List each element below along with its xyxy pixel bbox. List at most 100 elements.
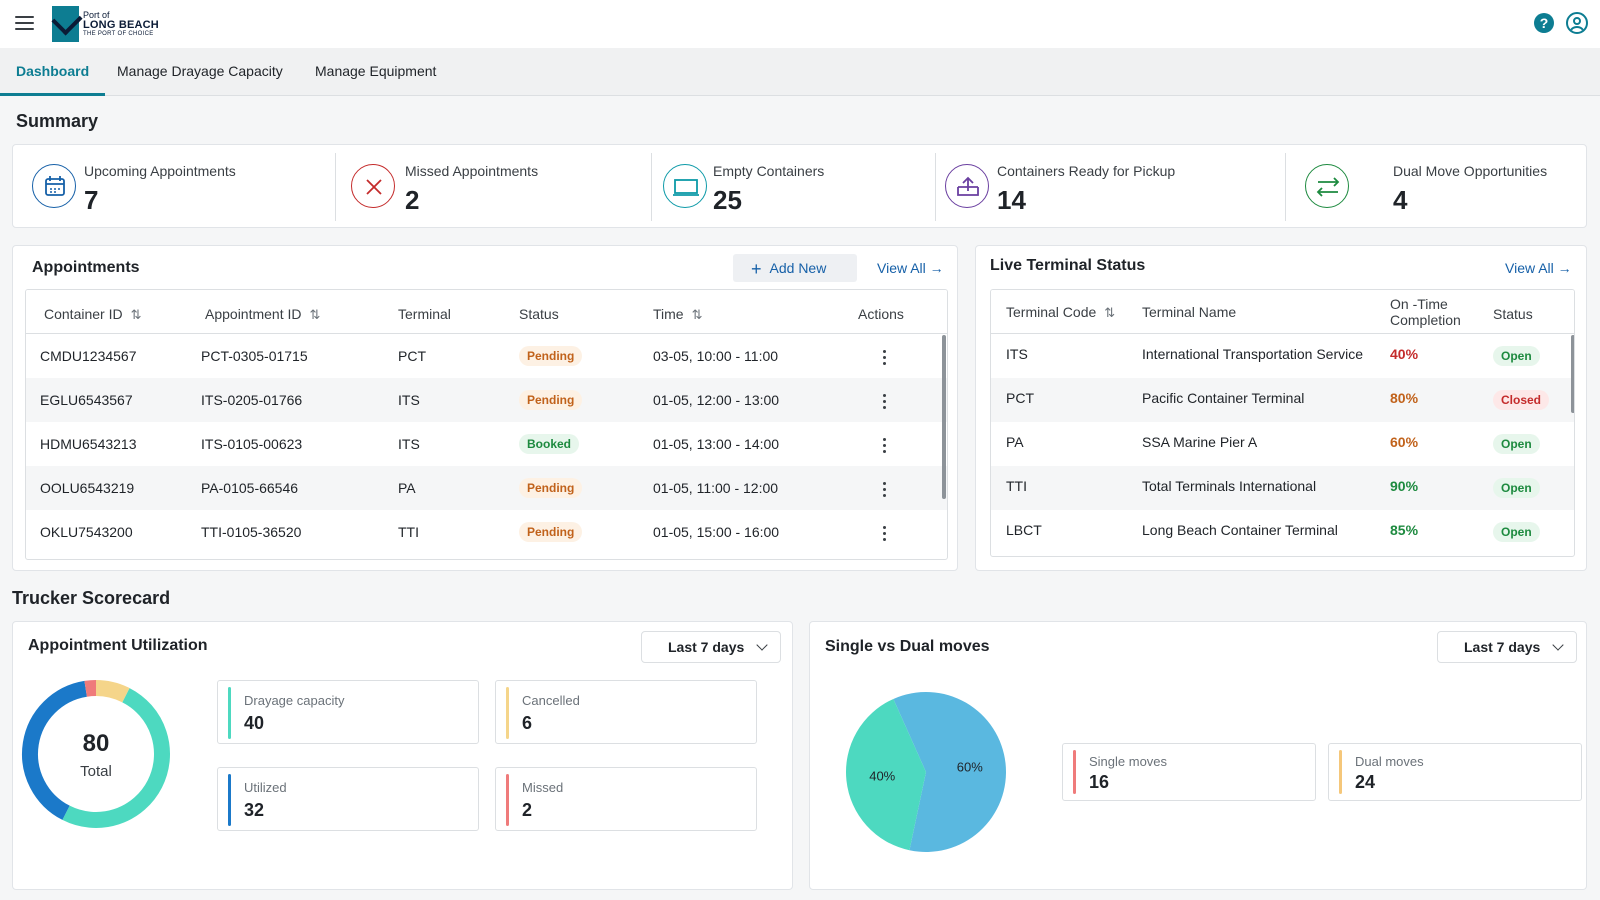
table-scrollbar[interactable]: [942, 335, 946, 499]
cell-container-id: OOLU6543219: [40, 480, 135, 496]
nav-tabs: Dashboard Manage Drayage Capacity Manage…: [0, 48, 1600, 96]
plus-icon: +: [751, 259, 762, 279]
row-actions-icon[interactable]: [879, 391, 889, 409]
table-row[interactable]: PA SSA Marine Pier A 60% Open: [991, 422, 1574, 466]
donut-slice-missed: [84, 680, 97, 697]
stat-dual-moves: Dual moves 24: [1328, 743, 1582, 801]
pie-label-single-moves: 40%: [869, 769, 895, 784]
user-account-icon[interactable]: [1566, 12, 1588, 34]
stat-color-bar: [1339, 750, 1342, 794]
col-time: Time ⇅: [653, 306, 703, 322]
summary-dual-move-opportunities[interactable]: Dual Move Opportunities 4: [1285, 145, 1585, 229]
pie-slice-dual-moves: [893, 692, 1006, 852]
table-row[interactable]: OOLU6543219 PA-0105-66546 PA Pending 01-…: [26, 466, 947, 510]
stat-value: 24: [1355, 772, 1376, 792]
row-actions-icon[interactable]: [879, 435, 889, 453]
stat-label: Missed: [522, 780, 564, 795]
donut-total-value: 80: [82, 730, 110, 757]
summary-value: 2: [405, 185, 420, 215]
stat-label: Utilized: [244, 780, 287, 795]
chevron-down-icon: [1552, 639, 1564, 651]
summary-empty-containers[interactable]: Empty Containers 25: [651, 145, 935, 229]
cell-terminal: PA: [398, 480, 416, 496]
port-logo[interactable]: Port of LONG BEACH THE PORT OF CHOICE: [52, 5, 159, 43]
add-new-button[interactable]: + Add New: [733, 254, 857, 282]
moves-pie-chart: 60% 40%: [846, 692, 1006, 852]
table-row[interactable]: TTI Total Terminals International 90% Op…: [991, 466, 1574, 510]
col-on-time-completion: On -Time Completion: [1390, 296, 1461, 328]
appointments-panel: Appointments + Add New View All → Contain…: [12, 245, 958, 571]
tab-dashboard[interactable]: Dashboard: [0, 48, 106, 96]
table-row[interactable]: LBCT Long Beach Container Terminal 85% O…: [991, 510, 1574, 554]
table-row[interactable]: ITS International Transportation Service…: [991, 334, 1574, 378]
cell-on-time-pct: 40%: [1390, 346, 1419, 362]
appointments-title: Appointments: [32, 259, 140, 276]
summary-upcoming-appointments[interactable]: Upcoming Appointments 7: [13, 145, 335, 229]
sort-icon[interactable]: ⇅: [130, 307, 142, 322]
summary-label: Upcoming Appointments: [84, 163, 236, 179]
table-row[interactable]: PCT Pacific Container Terminal 80% Close…: [991, 378, 1574, 422]
cell-container-id: HDMU6543213: [40, 436, 137, 452]
row-actions-icon[interactable]: [879, 347, 889, 365]
summary-value: 25: [713, 185, 742, 215]
col-container-id: Container ID ⇅: [44, 306, 142, 322]
stat-color-bar: [1073, 750, 1076, 794]
row-actions-icon[interactable]: [879, 523, 889, 541]
summary-label: Empty Containers: [713, 163, 825, 179]
appointments-view-all-link[interactable]: View All →: [877, 260, 944, 276]
table-scrollbar[interactable]: [1571, 335, 1574, 413]
table-row[interactable]: OKLU7543200 TTI-0105-36520 TTI Pending 0…: [26, 510, 947, 554]
status-badge: Pending: [519, 522, 583, 542]
cell-appointment-id: ITS-0105-00623: [201, 436, 303, 452]
help-icon[interactable]: ?: [1534, 13, 1554, 33]
cell-on-time-pct: 80%: [1390, 390, 1419, 406]
upload-box-icon: [945, 164, 989, 208]
stat-value: 16: [1089, 772, 1110, 792]
terminals-view-all-link[interactable]: View All →: [1505, 260, 1572, 276]
sort-icon[interactable]: ⇅: [1104, 305, 1116, 320]
summary-containers-ready[interactable]: Containers Ready for Pickup 14: [935, 145, 1285, 229]
logo-line-3: THE PORT OF CHOICE: [83, 31, 154, 37]
status-badge: Pending: [519, 346, 583, 366]
tab-manage-drayage-capacity[interactable]: Manage Drayage Capacity: [117, 63, 283, 79]
moves-range-select[interactable]: Last 7 days: [1437, 631, 1577, 663]
summary-card: Upcoming Appointments 7 Missed Appointme…: [12, 144, 1587, 228]
terminal-status-panel: Live Terminal Status View All → Terminal…: [975, 245, 1587, 571]
summary-missed-appointments[interactable]: Missed Appointments 2: [335, 145, 651, 229]
cell-terminal-code: TTI: [1006, 478, 1027, 494]
sort-icon[interactable]: ⇅: [309, 307, 321, 322]
cell-container-id: EGLU6543567: [40, 392, 133, 408]
moves-panel: Single vs Dual moves Last 7 days 60% 40% …: [809, 621, 1587, 890]
stat-label: Dual moves: [1355, 754, 1424, 769]
stat-label: Drayage capacity: [244, 693, 345, 708]
stat-value: 6: [522, 713, 533, 733]
row-actions-icon[interactable]: [879, 479, 889, 497]
cell-terminal-code: PA: [1006, 434, 1024, 450]
logo-mark: [52, 6, 79, 42]
table-row[interactable]: EGLU6543567 ITS-0205-01766 ITS Pending 0…: [26, 378, 947, 422]
cell-terminal: TTI: [398, 524, 419, 540]
cell-appointment-id: PCT-0305-01715: [201, 348, 308, 364]
stat-missed: Missed 2: [495, 767, 757, 831]
tab-manage-equipment[interactable]: Manage Equipment: [315, 63, 437, 79]
sort-icon[interactable]: ⇅: [691, 307, 703, 322]
utilization-range-select[interactable]: Last 7 days: [641, 631, 781, 663]
logo-line-2: LONG BEACH: [83, 19, 159, 31]
stat-value: 32: [244, 800, 265, 820]
menu-icon[interactable]: [15, 16, 34, 30]
arrow-right-icon: →: [929, 260, 944, 276]
cell-time: 01-05, 12:00 - 13:00: [653, 392, 780, 408]
summary-label: Dual Move Opportunities: [1393, 163, 1548, 179]
col-terminal: Terminal: [398, 306, 451, 322]
utilization-panel: Appointment Utilization Last 7 days 80 T…: [12, 621, 793, 890]
col-terminal-code: Terminal Code ⇅: [1006, 304, 1116, 320]
logo-line-1: Port of: [83, 10, 110, 20]
cell-terminal-name: Pacific Container Terminal: [1142, 390, 1305, 406]
col-appointment-id: Appointment ID ⇅: [205, 306, 321, 322]
table-row[interactable]: CMDU1234567 PCT-0305-01715 PCT Pending 0…: [26, 334, 947, 378]
terminal-table: Terminal Code ⇅ Terminal Name On -Time Com…: [990, 289, 1575, 557]
table-row[interactable]: HDMU6543213 ITS-0105-00623 ITS Booked 01…: [26, 422, 947, 466]
view-all-label: View All: [877, 260, 926, 276]
chevron-down-icon: [756, 639, 768, 651]
moves-title: Single vs Dual moves: [825, 638, 990, 655]
